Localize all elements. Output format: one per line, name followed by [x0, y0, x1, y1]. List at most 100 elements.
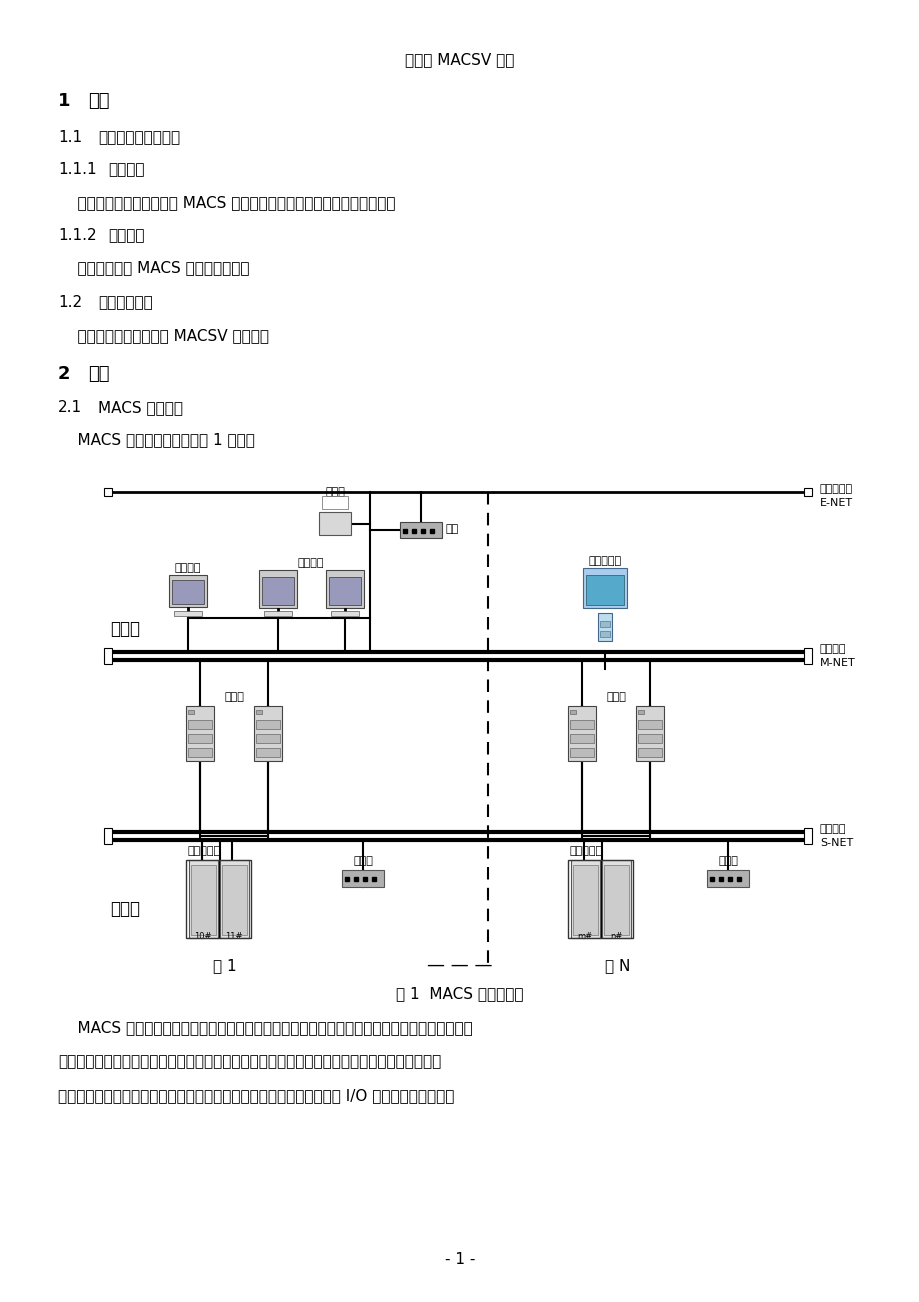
Bar: [567, 861, 632, 937]
Bar: [570, 734, 594, 743]
Bar: [254, 706, 282, 760]
Bar: [255, 710, 262, 713]
Text: 10#: 10#: [194, 932, 211, 941]
Text: MACS 系统的体系结构如图 1 所示。: MACS 系统的体系结构如图 1 所示。: [58, 432, 255, 447]
Text: MACS 系统由网络、工程师站、操作员站、高级计算站组成。网络分为监控网络、系统网络和: MACS 系统由网络、工程师站、操作员站、高级计算站组成。网络分为监控网络、系统…: [58, 1019, 472, 1035]
Bar: [329, 577, 360, 605]
Text: 1.1.1: 1.1.1: [58, 161, 96, 177]
Text: MACS 系统简介: MACS 系统简介: [98, 400, 183, 415]
Bar: [255, 749, 279, 756]
Text: 服务器: 服务器: [224, 691, 244, 702]
Bar: [187, 710, 194, 713]
Text: S-NET: S-NET: [819, 838, 852, 848]
Text: 图 1  MACS 系统结构图: 图 1 MACS 系统结构图: [396, 986, 523, 1001]
Bar: [573, 865, 597, 935]
Text: 主题内容: 主题内容: [108, 161, 144, 177]
Text: 打印机: 打印机: [324, 487, 345, 497]
Text: 通信站: 通信站: [353, 855, 372, 866]
Text: 系统网络: 系统网络: [819, 824, 845, 835]
Bar: [255, 734, 279, 743]
Bar: [172, 579, 204, 604]
Text: 工程师站: 工程师站: [175, 562, 201, 573]
Bar: [187, 720, 211, 729]
Text: 2.1: 2.1: [58, 400, 82, 415]
Text: E-NET: E-NET: [819, 497, 852, 508]
Bar: [803, 828, 811, 844]
Bar: [570, 710, 575, 713]
Text: 企业管理网: 企业管理网: [819, 484, 852, 493]
Bar: [803, 488, 811, 496]
Text: M-NET: M-NET: [819, 658, 855, 668]
Text: 11#: 11#: [225, 932, 243, 941]
Bar: [264, 611, 291, 616]
Bar: [583, 568, 627, 608]
Bar: [331, 611, 358, 616]
Text: 实现现场控制站与系统服务器的互连，控制网络实现现场控制站与过程 I/O 模块的通讯。一个大: 实现现场控制站与系统服务器的互连，控制网络实现现场控制站与过程 I/O 模块的通…: [58, 1088, 454, 1103]
Text: 本规程适用于 MACS 集散控制系统。: 本规程适用于 MACS 集散控制系统。: [58, 260, 249, 275]
Text: — — —: — — —: [426, 956, 493, 974]
Text: 现场级: 现场级: [110, 900, 140, 918]
Bar: [637, 710, 643, 713]
Bar: [599, 631, 609, 637]
Text: 1: 1: [58, 92, 71, 109]
Bar: [174, 611, 202, 616]
Text: 服务器: 服务器: [606, 691, 625, 702]
Bar: [220, 861, 249, 937]
Bar: [570, 749, 594, 756]
Bar: [187, 749, 211, 756]
Bar: [637, 734, 662, 743]
Bar: [604, 865, 629, 935]
Bar: [191, 865, 216, 935]
Text: 主题内容与适用范围: 主题内容与适用范围: [98, 130, 180, 145]
Text: 网关: 网关: [446, 523, 459, 534]
Text: 1.2: 1.2: [58, 296, 82, 310]
Text: 操作员站: 操作员站: [298, 559, 323, 568]
Bar: [567, 706, 596, 760]
Text: 域 N: 域 N: [605, 958, 630, 973]
Bar: [706, 870, 748, 887]
Bar: [637, 749, 662, 756]
Bar: [599, 621, 609, 628]
Text: - 1 -: - 1 -: [444, 1253, 475, 1267]
Text: 域 1: 域 1: [213, 958, 236, 973]
Bar: [104, 488, 112, 496]
Text: 1.1.2: 1.1.2: [58, 228, 96, 243]
Text: n#: n#: [609, 932, 621, 941]
Text: 1.1: 1.1: [58, 130, 82, 145]
Bar: [601, 861, 630, 937]
Bar: [585, 575, 623, 605]
Bar: [637, 720, 662, 729]
Text: 高级计算站: 高级计算站: [588, 556, 621, 566]
Text: 2: 2: [58, 365, 71, 383]
Text: 本规程规定了和利时公司 MACS 集散控制系统的日常维护、大修的内容。: 本规程规定了和利时公司 MACS 集散控制系统的日常维护、大修的内容。: [58, 195, 395, 210]
Bar: [255, 720, 279, 729]
Text: 总则: 总则: [88, 92, 109, 109]
Text: m#: m#: [577, 932, 592, 941]
Bar: [262, 577, 294, 605]
Bar: [259, 570, 297, 608]
Text: 适用范围: 适用范围: [108, 228, 144, 243]
Text: 编写修订依据: 编写修订依据: [98, 296, 153, 310]
Bar: [188, 861, 218, 937]
Text: 概述: 概述: [88, 365, 109, 383]
Bar: [635, 706, 664, 760]
Text: 监控网络: 监控网络: [819, 644, 845, 654]
Bar: [322, 496, 347, 509]
Text: 操作级: 操作级: [110, 620, 140, 638]
Text: 现场控制站: 现场控制站: [570, 846, 603, 855]
Bar: [221, 865, 246, 935]
Text: 通信站: 通信站: [718, 855, 737, 866]
Bar: [342, 870, 383, 887]
Bar: [187, 734, 211, 743]
Bar: [319, 512, 351, 535]
Bar: [571, 861, 599, 937]
Bar: [104, 828, 112, 844]
Bar: [803, 648, 811, 664]
Text: 本规程依据北京和利时 MACSV 系统编写: 本规程依据北京和利时 MACSV 系统编写: [58, 328, 268, 342]
Bar: [104, 648, 112, 664]
Text: 和利时 MACSV 系统: 和利时 MACSV 系统: [405, 52, 514, 66]
Bar: [186, 861, 251, 937]
Text: 现场控制站: 现场控制站: [187, 846, 221, 855]
Bar: [169, 575, 207, 607]
Text: 控制网络三层，监控网络实现工程师站、操作员站、高级计算站与系统服务器的互连，系统网络: 控制网络三层，监控网络实现工程师站、操作员站、高级计算站与系统服务器的互连，系统…: [58, 1055, 441, 1069]
